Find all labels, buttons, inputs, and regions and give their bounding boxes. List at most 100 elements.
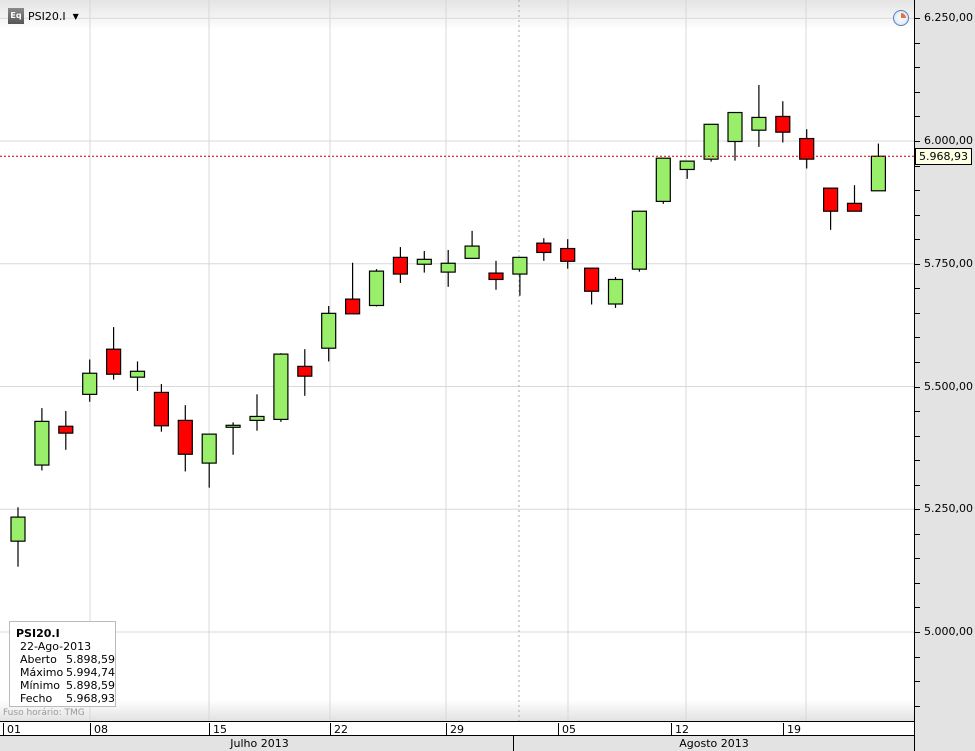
candle-up (201, 433, 217, 464)
candle-up (416, 258, 432, 265)
y-tick-mark (914, 190, 920, 192)
y-tick-mark (914, 67, 920, 69)
candle-up (679, 160, 695, 171)
y-tick-mark (914, 141, 920, 142)
candle-down (297, 365, 313, 377)
y-tick-mark (914, 533, 920, 535)
candle-up (751, 116, 767, 131)
y-tick-mark (914, 632, 920, 633)
info-value: 5.898,59 (66, 679, 115, 692)
candle-up (249, 415, 265, 421)
candle-down (822, 187, 839, 212)
chart-header (0, 0, 914, 30)
date-label: 15 (209, 723, 227, 736)
y-tick-mark (914, 411, 920, 413)
candle-down (58, 425, 74, 434)
y-tick-mark (914, 558, 920, 560)
date-axis[interactable]: 01 08 15 22 29 05 12 19 (0, 721, 914, 736)
y-tick-mark (914, 42, 920, 44)
month-axis: Julho 2013 Agosto 2013 (0, 736, 914, 751)
date-label: 19 (783, 723, 801, 736)
clock-icon[interactable] (893, 10, 909, 26)
y-tick-mark (914, 484, 920, 486)
y-tick-label: 5.250,00 (924, 502, 973, 516)
y-tick-mark (914, 705, 920, 707)
y-tick-label: 5.750,00 (924, 256, 973, 270)
candle-up (82, 372, 98, 395)
y-tick-mark (914, 214, 920, 216)
info-row-open: Aberto 5.898,59 (16, 653, 115, 666)
candle-down (799, 137, 815, 160)
candle-up (512, 256, 528, 275)
y-tick-mark (914, 582, 920, 584)
date-label: 05 (558, 723, 576, 736)
y-tick-label: 6.250,00 (924, 11, 973, 25)
ohlc-info-box: PSI20.I 22-Ago-2013 Aberto 5.898,59 Máxim… (9, 621, 116, 707)
candle-up (703, 123, 719, 160)
y-tick-mark (914, 460, 920, 462)
info-value: 5.898,59 (66, 653, 115, 666)
candle-down (536, 242, 552, 254)
candle-up (440, 262, 456, 273)
date-label: 08 (90, 723, 108, 736)
candle-down (488, 272, 504, 281)
symbol-selector[interactable]: Eq PSI20.I ▼ (8, 8, 79, 24)
candle-down (345, 298, 361, 315)
y-tick-mark (914, 165, 920, 167)
candle-up (870, 155, 887, 192)
candle-down (105, 348, 122, 375)
info-label: Fecho (20, 692, 53, 705)
timezone-label: Fuso horário: TMG (3, 708, 85, 718)
candle-up (368, 270, 385, 307)
last-price-tag: 5.968,93 (915, 148, 972, 165)
y-tick-mark (914, 239, 920, 241)
equity-icon: Eq (8, 8, 24, 24)
info-row-close: Fecho 5.968,93 (16, 692, 115, 705)
info-row-low: Mínimo 5.898,59 (16, 679, 115, 692)
month-label: Julho 2013 (230, 737, 289, 750)
candle-up (321, 312, 337, 349)
candle-down (775, 115, 791, 133)
info-value: 5.968,93 (66, 692, 115, 705)
y-tick-mark (914, 386, 920, 388)
y-tick-label: 5.500,00 (924, 379, 973, 393)
symbol-label: PSI20.I (28, 9, 66, 23)
month-separator (513, 736, 514, 751)
info-label: Máximo (20, 666, 64, 679)
y-tick-mark (914, 681, 920, 683)
info-row-high: Máximo 5.994,74 (16, 666, 115, 679)
y-tick-mark (914, 435, 920, 437)
candle-down (177, 419, 193, 455)
date-label: 12 (671, 723, 689, 736)
candle-down (392, 256, 408, 275)
y-tick-mark (914, 607, 920, 609)
y-tick-mark (914, 312, 920, 314)
candle-up (727, 111, 743, 143)
candlestick-chart[interactable] (0, 0, 914, 721)
y-tick-mark (914, 361, 920, 363)
info-date: 22-Ago-2013 (20, 640, 92, 653)
price-axis[interactable] (914, 0, 975, 751)
candle-up (273, 353, 289, 420)
candle-up (10, 516, 26, 542)
chevron-down-icon[interactable]: ▼ (72, 11, 79, 21)
candle-down (560, 247, 576, 262)
y-tick-mark (914, 91, 920, 93)
date-label: 22 (330, 723, 348, 736)
candle-up (655, 157, 671, 202)
candle-up (225, 424, 241, 428)
info-title: PSI20.I (16, 627, 60, 640)
candle-up (464, 245, 480, 259)
candle-down (153, 391, 169, 427)
info-label: Mínimo (20, 679, 61, 692)
candle-up (34, 420, 50, 466)
info-label: Aberto (20, 653, 57, 666)
date-label: 01 (3, 723, 21, 736)
y-tick-mark (914, 18, 920, 20)
y-tick-mark (914, 656, 920, 658)
y-tick-mark (914, 116, 920, 118)
info-value: 5.994,74 (66, 666, 115, 679)
candle-up (129, 370, 146, 378)
y-tick-label: 5.000,00 (924, 625, 973, 638)
y-tick-mark (914, 288, 920, 290)
